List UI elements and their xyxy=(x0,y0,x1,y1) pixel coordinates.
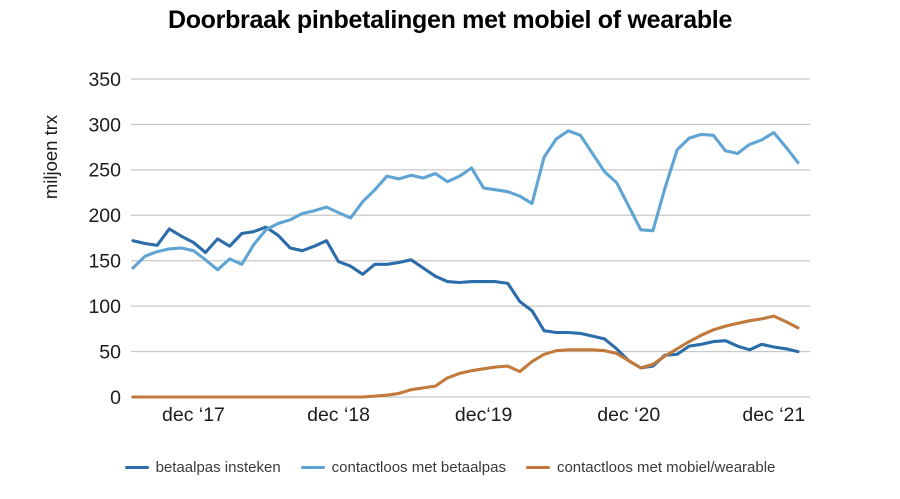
x-tick-label: dec ‘21 xyxy=(742,404,805,426)
legend-item: betaalpas insteken xyxy=(124,459,281,476)
y-tick-label: 150 xyxy=(88,251,121,273)
legend-label: betaalpas insteken xyxy=(155,459,281,476)
x-tick-label: dec‘19 xyxy=(455,404,512,426)
y-tick-label: 200 xyxy=(88,205,121,227)
y-axis-title: miljoen trx xyxy=(40,114,61,199)
legend-label: contactloos met mobiel/wearable xyxy=(556,459,776,476)
series-line-betaalpas-insteken xyxy=(131,225,800,370)
legend-dash-icon xyxy=(525,465,550,470)
y-tick-label: 100 xyxy=(88,296,121,318)
chart-canvas: 0 50 100 150 200 250 300 350 miljoen trx dec ‘17 d… xyxy=(40,69,810,426)
legend-item: contactloos met mobiel/wearable xyxy=(525,459,776,476)
page-title: Doorbraak pinbetalingen met mobiel of we… xyxy=(167,6,733,34)
chart-area: 0 50 100 150 200 250 300 350 miljoen trx dec ‘17 d… xyxy=(0,43,900,443)
legend-dash-icon xyxy=(124,465,149,470)
x-tick-label: dec ‘17 xyxy=(162,404,225,426)
x-tick-label: dec ‘20 xyxy=(597,404,660,426)
series-line-contactloos-met-mobiel-wearable xyxy=(131,314,800,399)
x-tick-label: dec ‘18 xyxy=(307,404,370,426)
chart-legend: betaalpas insteken contactloos met betaal… xyxy=(0,459,900,476)
y-tick-label: 300 xyxy=(88,114,121,136)
legend-item: contactloos met betaalpas xyxy=(300,459,506,476)
y-tick-label: 250 xyxy=(88,160,121,182)
legend-label: contactloos met betaalpas xyxy=(331,459,506,476)
series-line-contactloos-met-betaalpas xyxy=(131,129,800,272)
legend-dash-icon xyxy=(300,465,325,470)
y-tick-label: 350 xyxy=(88,69,121,91)
y-tick-label: 0 xyxy=(110,387,121,409)
y-tick-label: 50 xyxy=(99,341,121,363)
